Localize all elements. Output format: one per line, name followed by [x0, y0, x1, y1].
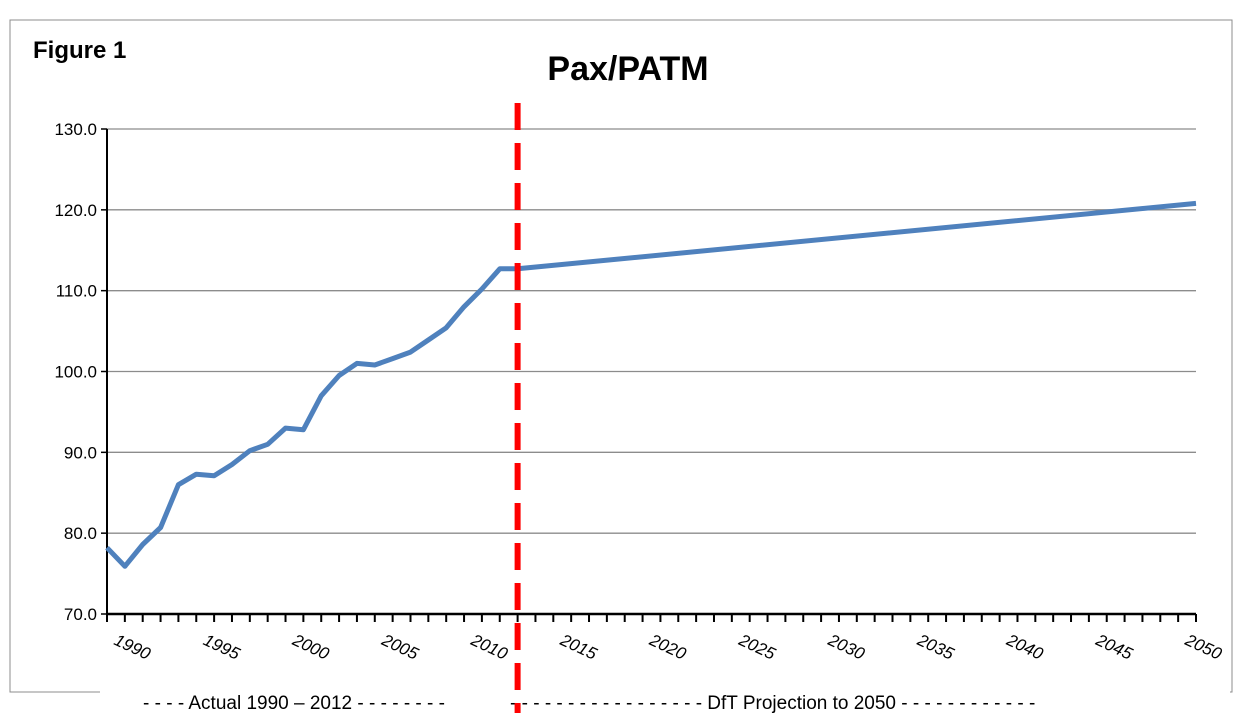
x-tick-label: 2005	[378, 630, 422, 664]
y-tick-label: 110.0	[56, 282, 97, 301]
y-tick-labels: 70.0 80.0 90.0 100.0 110.0 120.0 130.0	[54, 120, 97, 624]
annotation-background	[100, 684, 1230, 713]
chart-border	[9, 19, 1233, 693]
x-tick-label: 2025	[735, 630, 779, 664]
y-tick-label: 100.0	[54, 363, 97, 382]
grid-lines	[101, 128, 1196, 615]
x-tick-label: 2020	[646, 630, 690, 664]
x-tick-labels: 1990 1995 2000 2005 2010 2015 2020 2025 2030 2035…	[111, 630, 1225, 664]
y-tick-label: 90.0	[64, 443, 97, 462]
data-points	[106, 203, 1197, 567]
series-line	[105, 200, 1197, 569]
chart-title: Pax/PATM	[547, 50, 708, 88]
x-tick-label: 2030	[824, 630, 868, 664]
y-tick-label: 80.0	[64, 524, 97, 543]
x-tick-label: 1995	[200, 630, 243, 663]
y-tick-label: 120.0	[54, 201, 97, 220]
x-tick-label: 1990	[111, 630, 154, 663]
x-tick-label: 2000	[289, 630, 333, 664]
x-tick-label: 2045	[1092, 630, 1136, 664]
x-tick-label: 2010	[467, 630, 511, 664]
x-tick-marks	[106, 614, 1197, 622]
x-tick-label: 2015	[557, 630, 601, 664]
x-tick-label: 2035	[914, 630, 958, 664]
x-tick-label: 2040	[1003, 630, 1047, 664]
x-tick-label: 2050	[1181, 630, 1225, 664]
annotation-actual: - - - - Actual 1990 – 2012 - - - - - - -…	[143, 693, 445, 713]
annotation-projection: - - - - - - - - - - - - - - - - - DfT Pr…	[510, 693, 1035, 713]
figure-label: Figure 1	[33, 37, 126, 64]
y-tick-label: 70.0	[64, 605, 97, 624]
y-tick-label: 130.0	[54, 120, 97, 139]
